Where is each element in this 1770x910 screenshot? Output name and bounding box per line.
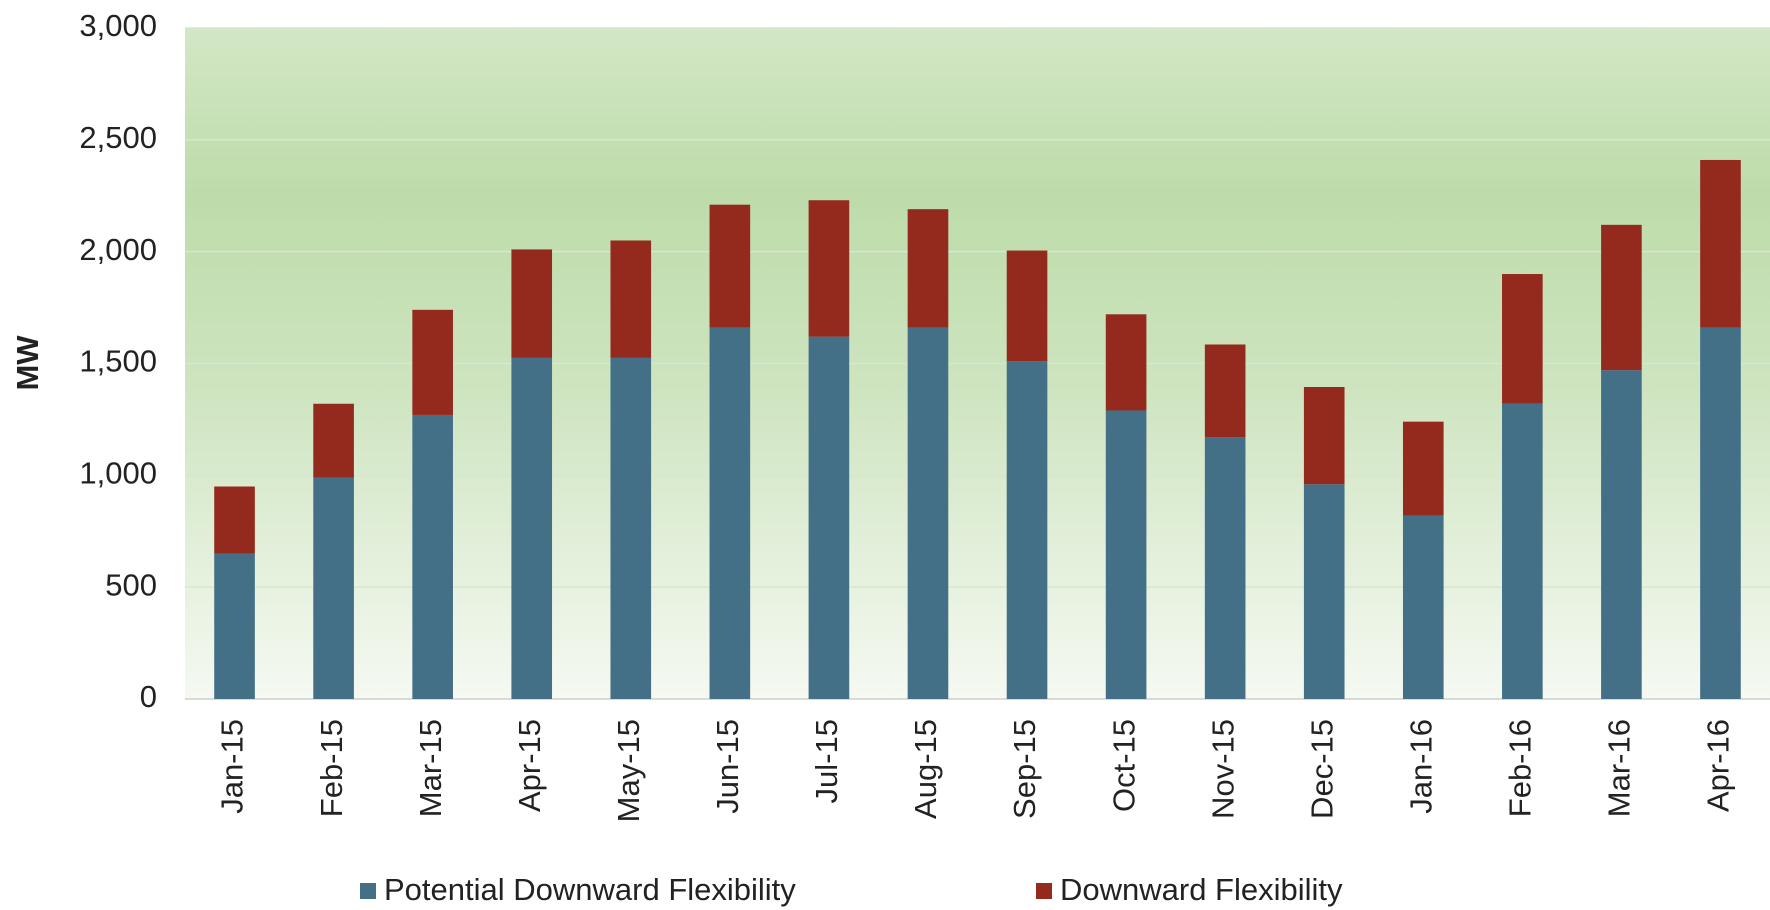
x-tick-label: Mar-16 [1602, 719, 1637, 817]
bar-segment [1204, 437, 1246, 699]
bar-segment [1105, 410, 1147, 699]
bar-segment [808, 200, 850, 337]
bar-segment [1303, 484, 1345, 699]
bar-segment [1105, 314, 1147, 411]
bar-segment [511, 249, 553, 358]
legend-label: Downward Flexibility [1060, 872, 1343, 907]
bar-segment [214, 486, 255, 554]
legend-label: Potential Downward Flexibility [384, 872, 796, 907]
x-tick-label: May-15 [611, 719, 646, 822]
x-tick-label: Feb-15 [314, 719, 349, 817]
legend-swatch [1036, 883, 1052, 899]
x-tick-label: Jan-16 [1403, 719, 1438, 814]
x-tick-label: Apr-15 [512, 719, 547, 812]
bar-segment [214, 553, 255, 699]
bar-segment [1006, 361, 1048, 699]
x-tick-label: Jun-15 [710, 719, 745, 814]
legend-swatch [360, 883, 376, 899]
bar-segment [1502, 274, 1543, 404]
bar-segment [808, 336, 850, 699]
y-tick-label: 2,000 [79, 232, 157, 267]
bar-segment [610, 357, 652, 699]
y-axis-label: MW [10, 335, 45, 391]
bar-segment [1700, 327, 1741, 699]
x-tick-label: Apr-16 [1701, 719, 1736, 812]
bar-segment [1601, 370, 1642, 699]
y-tick-label: 0 [140, 679, 157, 714]
bar-segment [412, 414, 453, 699]
bar-segment [907, 327, 949, 699]
bar-segment [1502, 403, 1543, 699]
bar-segment [1601, 224, 1642, 371]
y-tick-label: 3,000 [79, 8, 157, 43]
bar-segment [412, 309, 453, 415]
x-tick-label: Nov-15 [1205, 719, 1240, 819]
x-tick-label: Mar-15 [413, 719, 448, 817]
x-tick-label: Dec-15 [1304, 719, 1339, 819]
bar-segment [610, 240, 652, 358]
bar-segment [313, 403, 354, 478]
x-tick-label: Jul-15 [809, 719, 844, 803]
y-tick-label: 2,500 [79, 120, 157, 155]
x-tick-label: Oct-15 [1106, 719, 1141, 812]
x-tick-label: Aug-15 [908, 719, 943, 819]
bar-segment [511, 357, 553, 699]
bar-segment [709, 327, 751, 699]
bar-segment [1006, 250, 1048, 362]
x-tick-label: Jan-15 [215, 719, 250, 814]
bar-segment [313, 477, 354, 699]
bar-segment [709, 204, 751, 328]
bar-segment [1402, 421, 1444, 516]
x-tick-label: Sep-15 [1007, 719, 1042, 819]
y-tick-label: 500 [105, 567, 157, 602]
x-tick-label: Feb-16 [1503, 719, 1538, 817]
y-tick-label: 1,000 [79, 456, 157, 491]
bar-segment [1402, 515, 1444, 699]
bar-segment [1303, 386, 1345, 485]
y-tick-label: 1,500 [79, 344, 157, 379]
bar-segment [1204, 344, 1246, 438]
bar-segment [907, 209, 949, 328]
bar-segment [1700, 159, 1741, 328]
